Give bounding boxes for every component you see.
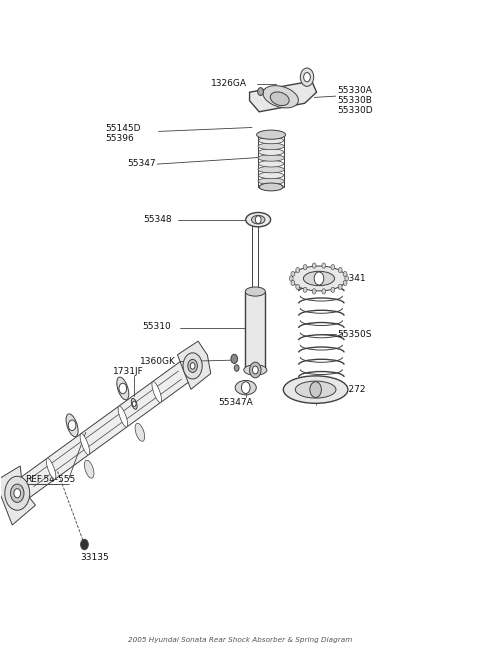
Circle shape	[345, 276, 348, 281]
Ellipse shape	[270, 92, 289, 105]
Ellipse shape	[117, 377, 129, 400]
Circle shape	[183, 353, 202, 379]
Ellipse shape	[259, 138, 284, 143]
Circle shape	[255, 215, 261, 223]
Circle shape	[68, 420, 76, 430]
Ellipse shape	[258, 155, 284, 161]
Circle shape	[188, 360, 197, 373]
Ellipse shape	[259, 149, 284, 155]
Ellipse shape	[259, 183, 283, 191]
Text: 55330A: 55330A	[337, 86, 372, 96]
Polygon shape	[20, 358, 192, 499]
Ellipse shape	[244, 365, 267, 375]
Circle shape	[291, 271, 295, 276]
Circle shape	[322, 263, 326, 268]
Text: 55330B: 55330B	[337, 96, 372, 105]
Circle shape	[250, 362, 261, 378]
Circle shape	[119, 383, 127, 394]
Circle shape	[296, 284, 300, 290]
Text: 55145D: 55145D	[105, 124, 141, 134]
Circle shape	[132, 402, 136, 407]
Circle shape	[252, 366, 258, 374]
Circle shape	[241, 382, 250, 394]
Polygon shape	[0, 466, 36, 525]
Circle shape	[234, 365, 239, 371]
Text: 2005 Hyundai Sonata Rear Shock Absorber & Spring Diagram: 2005 Hyundai Sonata Rear Shock Absorber …	[128, 637, 352, 643]
Circle shape	[300, 68, 314, 86]
Circle shape	[312, 289, 316, 294]
Ellipse shape	[259, 183, 284, 190]
Text: 33135: 33135	[81, 553, 109, 562]
Circle shape	[11, 484, 24, 502]
Ellipse shape	[258, 178, 284, 185]
Text: 55348: 55348	[144, 214, 172, 223]
Text: REF.54-555: REF.54-555	[24, 475, 75, 483]
Ellipse shape	[235, 381, 256, 395]
Text: 55350S: 55350S	[337, 329, 372, 339]
Ellipse shape	[283, 376, 348, 403]
Ellipse shape	[80, 434, 90, 455]
Ellipse shape	[303, 271, 335, 286]
Circle shape	[338, 267, 342, 272]
Ellipse shape	[258, 143, 284, 149]
Text: 1360GK: 1360GK	[140, 357, 175, 366]
Text: 55396: 55396	[105, 134, 134, 143]
Circle shape	[312, 263, 316, 268]
Circle shape	[303, 265, 307, 270]
Ellipse shape	[259, 172, 284, 179]
Text: 1731JF: 1731JF	[113, 367, 144, 376]
Polygon shape	[250, 81, 317, 112]
Text: 55272: 55272	[337, 385, 366, 394]
Circle shape	[81, 539, 88, 550]
Ellipse shape	[257, 130, 286, 140]
Ellipse shape	[66, 414, 78, 437]
Circle shape	[331, 287, 335, 292]
Ellipse shape	[152, 381, 161, 403]
Circle shape	[289, 276, 293, 281]
Text: 55310: 55310	[142, 322, 170, 331]
Ellipse shape	[46, 458, 56, 479]
Ellipse shape	[84, 460, 94, 478]
Ellipse shape	[135, 423, 144, 441]
Ellipse shape	[259, 160, 284, 167]
Circle shape	[190, 363, 195, 369]
Text: 55330D: 55330D	[337, 106, 373, 115]
Ellipse shape	[291, 266, 347, 291]
Circle shape	[231, 354, 238, 364]
Circle shape	[343, 280, 347, 286]
Ellipse shape	[132, 398, 137, 409]
Ellipse shape	[263, 86, 299, 108]
Circle shape	[296, 267, 300, 272]
Circle shape	[338, 284, 342, 290]
Circle shape	[331, 265, 335, 270]
Circle shape	[291, 280, 295, 286]
Polygon shape	[178, 341, 211, 389]
Circle shape	[343, 271, 347, 276]
Text: 1326GA: 1326GA	[211, 79, 247, 88]
Ellipse shape	[252, 215, 265, 224]
Ellipse shape	[245, 287, 265, 296]
Circle shape	[258, 88, 264, 96]
Circle shape	[304, 73, 311, 82]
Circle shape	[303, 287, 307, 292]
Ellipse shape	[246, 212, 271, 227]
Ellipse shape	[258, 166, 284, 173]
Circle shape	[314, 272, 324, 285]
Circle shape	[322, 289, 326, 294]
Text: 55347: 55347	[128, 159, 156, 168]
Ellipse shape	[258, 132, 284, 138]
Circle shape	[310, 382, 322, 398]
Circle shape	[14, 489, 21, 498]
Text: 55347A: 55347A	[218, 398, 253, 407]
Circle shape	[5, 476, 30, 510]
Text: 55341: 55341	[337, 274, 366, 283]
Ellipse shape	[118, 406, 128, 427]
Polygon shape	[245, 291, 265, 370]
Ellipse shape	[295, 381, 336, 398]
